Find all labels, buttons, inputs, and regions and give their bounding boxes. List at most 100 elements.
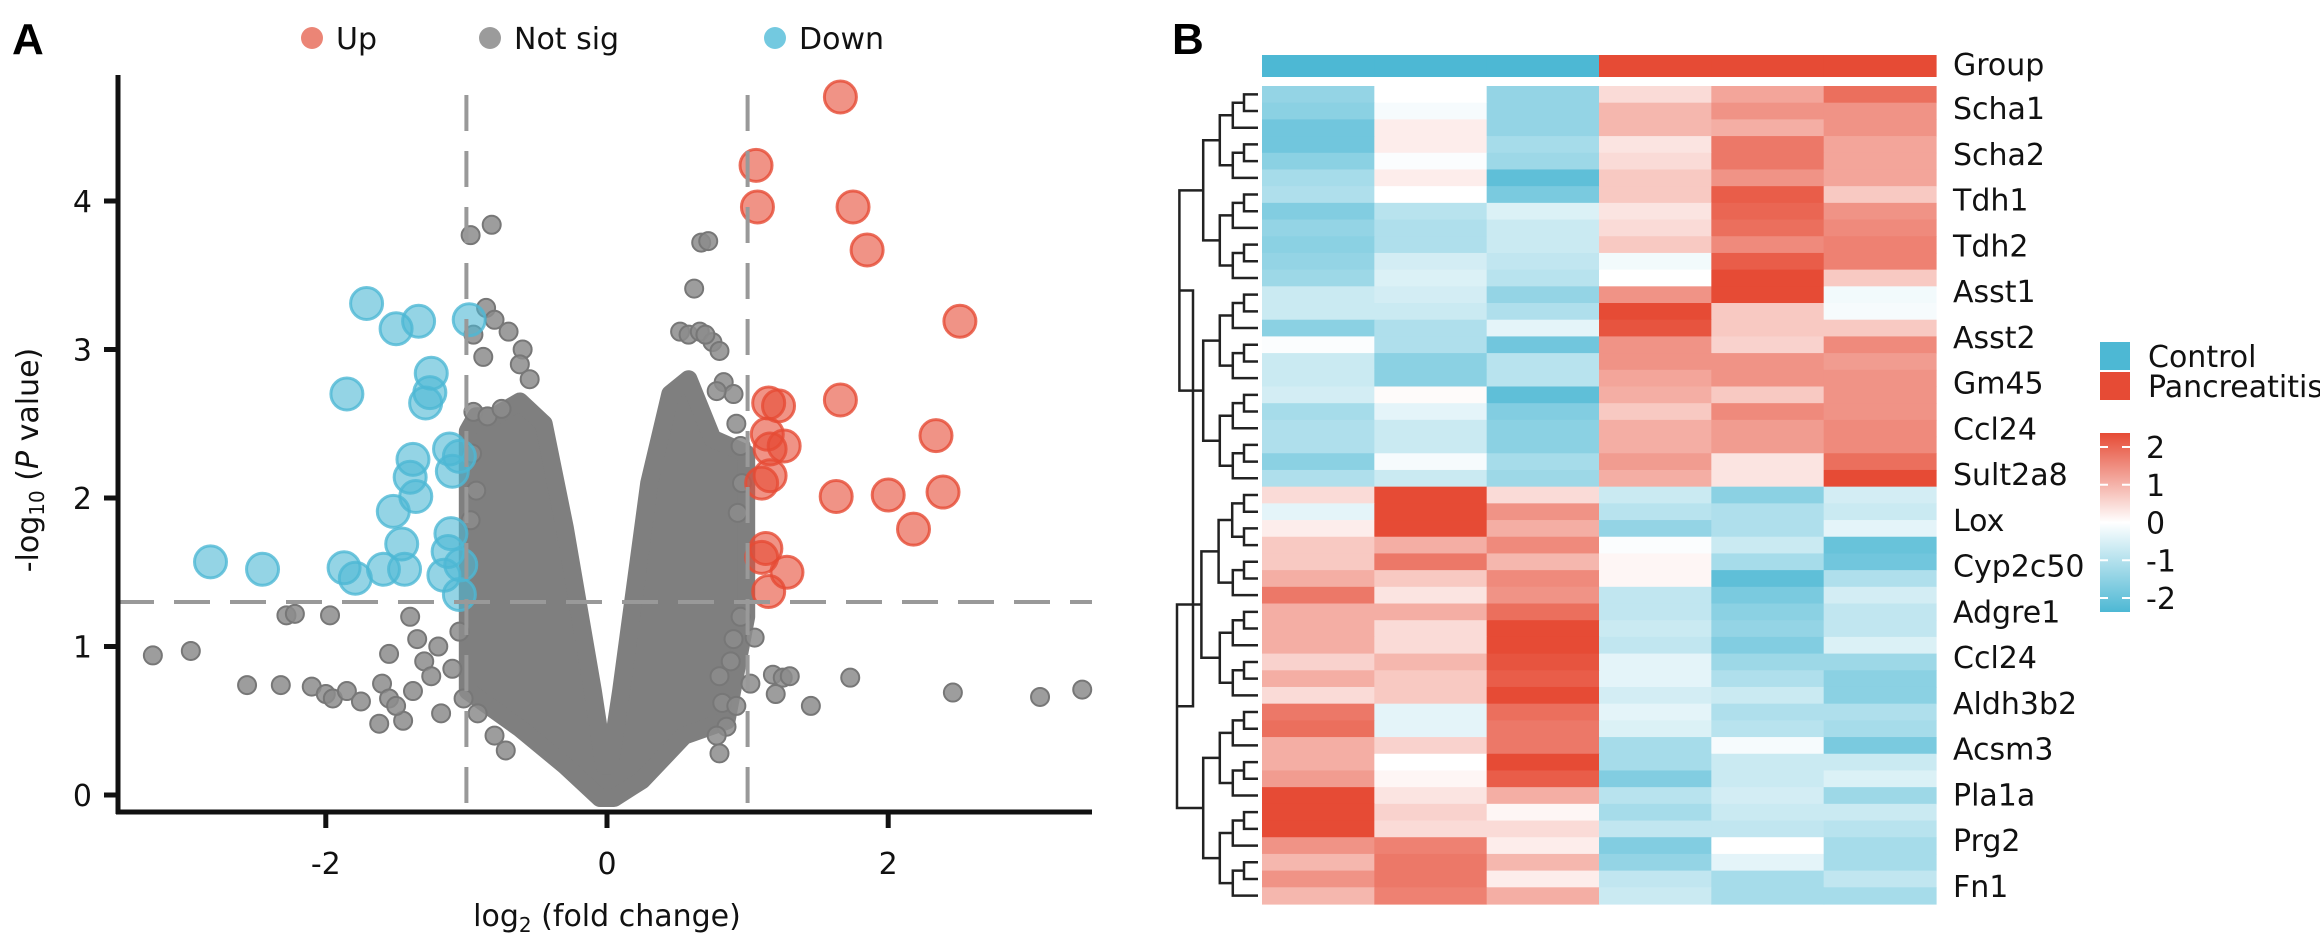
row-labels: Group Scha1 Scha2 Tdh1 Tdh2 Asst1 Asst2 Gm45 Ccl…	[1952, 48, 2085, 905]
point-not-sig	[800, 695, 821, 716]
y-tick-label: 4	[73, 185, 92, 220]
heatmap-cell	[1374, 436, 1488, 454]
point-not-sig	[442, 658, 463, 679]
dendrogram-branch	[1242, 493, 1258, 513]
dendrogram-branch	[1242, 527, 1258, 547]
heatmap-cell	[1262, 720, 1375, 738]
dendrogram-branch	[1218, 831, 1233, 885]
heatmap-cell	[1711, 853, 1825, 872]
point-not-sig	[744, 627, 765, 648]
row-label: Tdh1	[1952, 184, 2028, 219]
y-tick-label: 2	[73, 482, 92, 517]
heatmap-cell	[1711, 753, 1825, 772]
heatmap-cell	[1711, 720, 1825, 738]
legend-group-label: Control	[2148, 340, 2256, 375]
heatmap-cell	[1262, 403, 1375, 421]
heatmap-cell	[1711, 386, 1825, 404]
heatmap-cell	[1823, 787, 1937, 805]
point-not-sig	[709, 340, 730, 361]
heatmap-cell	[1823, 520, 1937, 538]
heatmap-cell	[1711, 603, 1825, 621]
point-not-sig	[726, 695, 747, 716]
dendrogram-branch	[1231, 869, 1258, 897]
point-up	[822, 382, 858, 418]
heatmap-cell	[1599, 603, 1712, 621]
point-not-sig	[473, 346, 494, 367]
heatmap-cell	[1262, 753, 1375, 772]
point-down	[245, 551, 281, 587]
heatmap-cell	[1711, 870, 1825, 888]
row-label: Pla1a	[1953, 778, 2035, 813]
row-label: Scha1	[1953, 92, 2045, 127]
point-up	[751, 574, 787, 610]
point-not-sig	[840, 667, 861, 688]
heatmap-cell	[1262, 453, 1375, 471]
heatmap-cell	[1711, 469, 1825, 488]
row-label: Cyp2c50	[1953, 550, 2085, 585]
dendrogram-branch	[1231, 719, 1258, 747]
heatmap-cell	[1262, 820, 1375, 838]
heatmap-cell	[1374, 486, 1488, 504]
heatmap-cell	[1711, 369, 1825, 388]
heatmap-cell	[1486, 169, 1600, 187]
heatmap-cell	[1374, 820, 1488, 838]
heatmap-cell	[1262, 536, 1375, 555]
point-not-sig	[727, 502, 748, 523]
point-not-sig	[270, 675, 291, 696]
heatmap-cell	[1374, 386, 1488, 404]
heatmap-cell	[1486, 670, 1600, 688]
heatmap-cell	[1374, 703, 1488, 721]
heatmap-cell	[1823, 853, 1937, 872]
heatmap-cell	[1823, 353, 1937, 371]
dendrogram-branch	[1201, 756, 1220, 860]
dendrogram-branch	[1242, 861, 1258, 881]
heatmap-cell	[1374, 570, 1488, 588]
heatmap-cell	[1823, 820, 1937, 838]
colorbar	[2100, 433, 2130, 612]
heatmap-cell	[1823, 503, 1937, 521]
row-label: Sult2a8	[1953, 458, 2068, 493]
dendrogram-branch	[1175, 603, 1204, 810]
heatmap-cell	[1486, 336, 1600, 354]
dendrogram-branch	[1231, 351, 1258, 380]
legend-label: Not sig	[514, 22, 619, 57]
heatmap-cell	[1711, 653, 1825, 671]
heatmap-cell	[1486, 353, 1600, 371]
point-down	[401, 303, 437, 339]
point-not-sig	[350, 691, 371, 712]
heatmap-cell	[1262, 169, 1375, 187]
heatmap-cell	[1262, 620, 1375, 638]
heatmap-cell	[1486, 603, 1600, 621]
heatmap-cell	[1374, 653, 1488, 671]
heatmap-cell	[1711, 186, 1825, 204]
row-label: Fn1	[1953, 870, 2008, 905]
legend-group-label: Pancreatitis	[2148, 370, 2320, 405]
dendrogram-branch	[1217, 518, 1233, 584]
heatmap-cell	[1262, 269, 1375, 287]
heatmap-cell	[1486, 102, 1600, 120]
heatmap-cell	[1262, 236, 1375, 254]
point-down	[443, 547, 479, 583]
heatmap-cell	[1711, 586, 1825, 605]
point-up	[849, 232, 885, 268]
heatmap-cell	[1823, 286, 1937, 304]
heatmap-cell	[1374, 136, 1488, 154]
heatmap-cell	[1599, 469, 1712, 488]
point-not-sig	[400, 606, 421, 627]
heatmap-cell	[1486, 319, 1600, 338]
point-not-sig	[284, 603, 305, 624]
heatmap-cell	[1599, 136, 1712, 154]
y-axis-label: -log10 (P value)	[11, 348, 49, 573]
heatmap-cell	[1711, 670, 1825, 688]
legend-label: Down	[799, 22, 884, 57]
colorbar-label: 2	[2146, 431, 2165, 466]
heatmap-cell	[1599, 853, 1712, 872]
heatmap-cell	[1374, 670, 1488, 688]
heatmap-cell	[1599, 419, 1712, 438]
dendrogram-branch	[1231, 819, 1258, 847]
heatmap-cell	[1374, 286, 1488, 304]
heatmap-cell	[1486, 737, 1600, 755]
legend-marker-down	[764, 27, 786, 49]
heatmap-cell	[1823, 570, 1937, 588]
heatmap-cell	[1374, 236, 1488, 254]
